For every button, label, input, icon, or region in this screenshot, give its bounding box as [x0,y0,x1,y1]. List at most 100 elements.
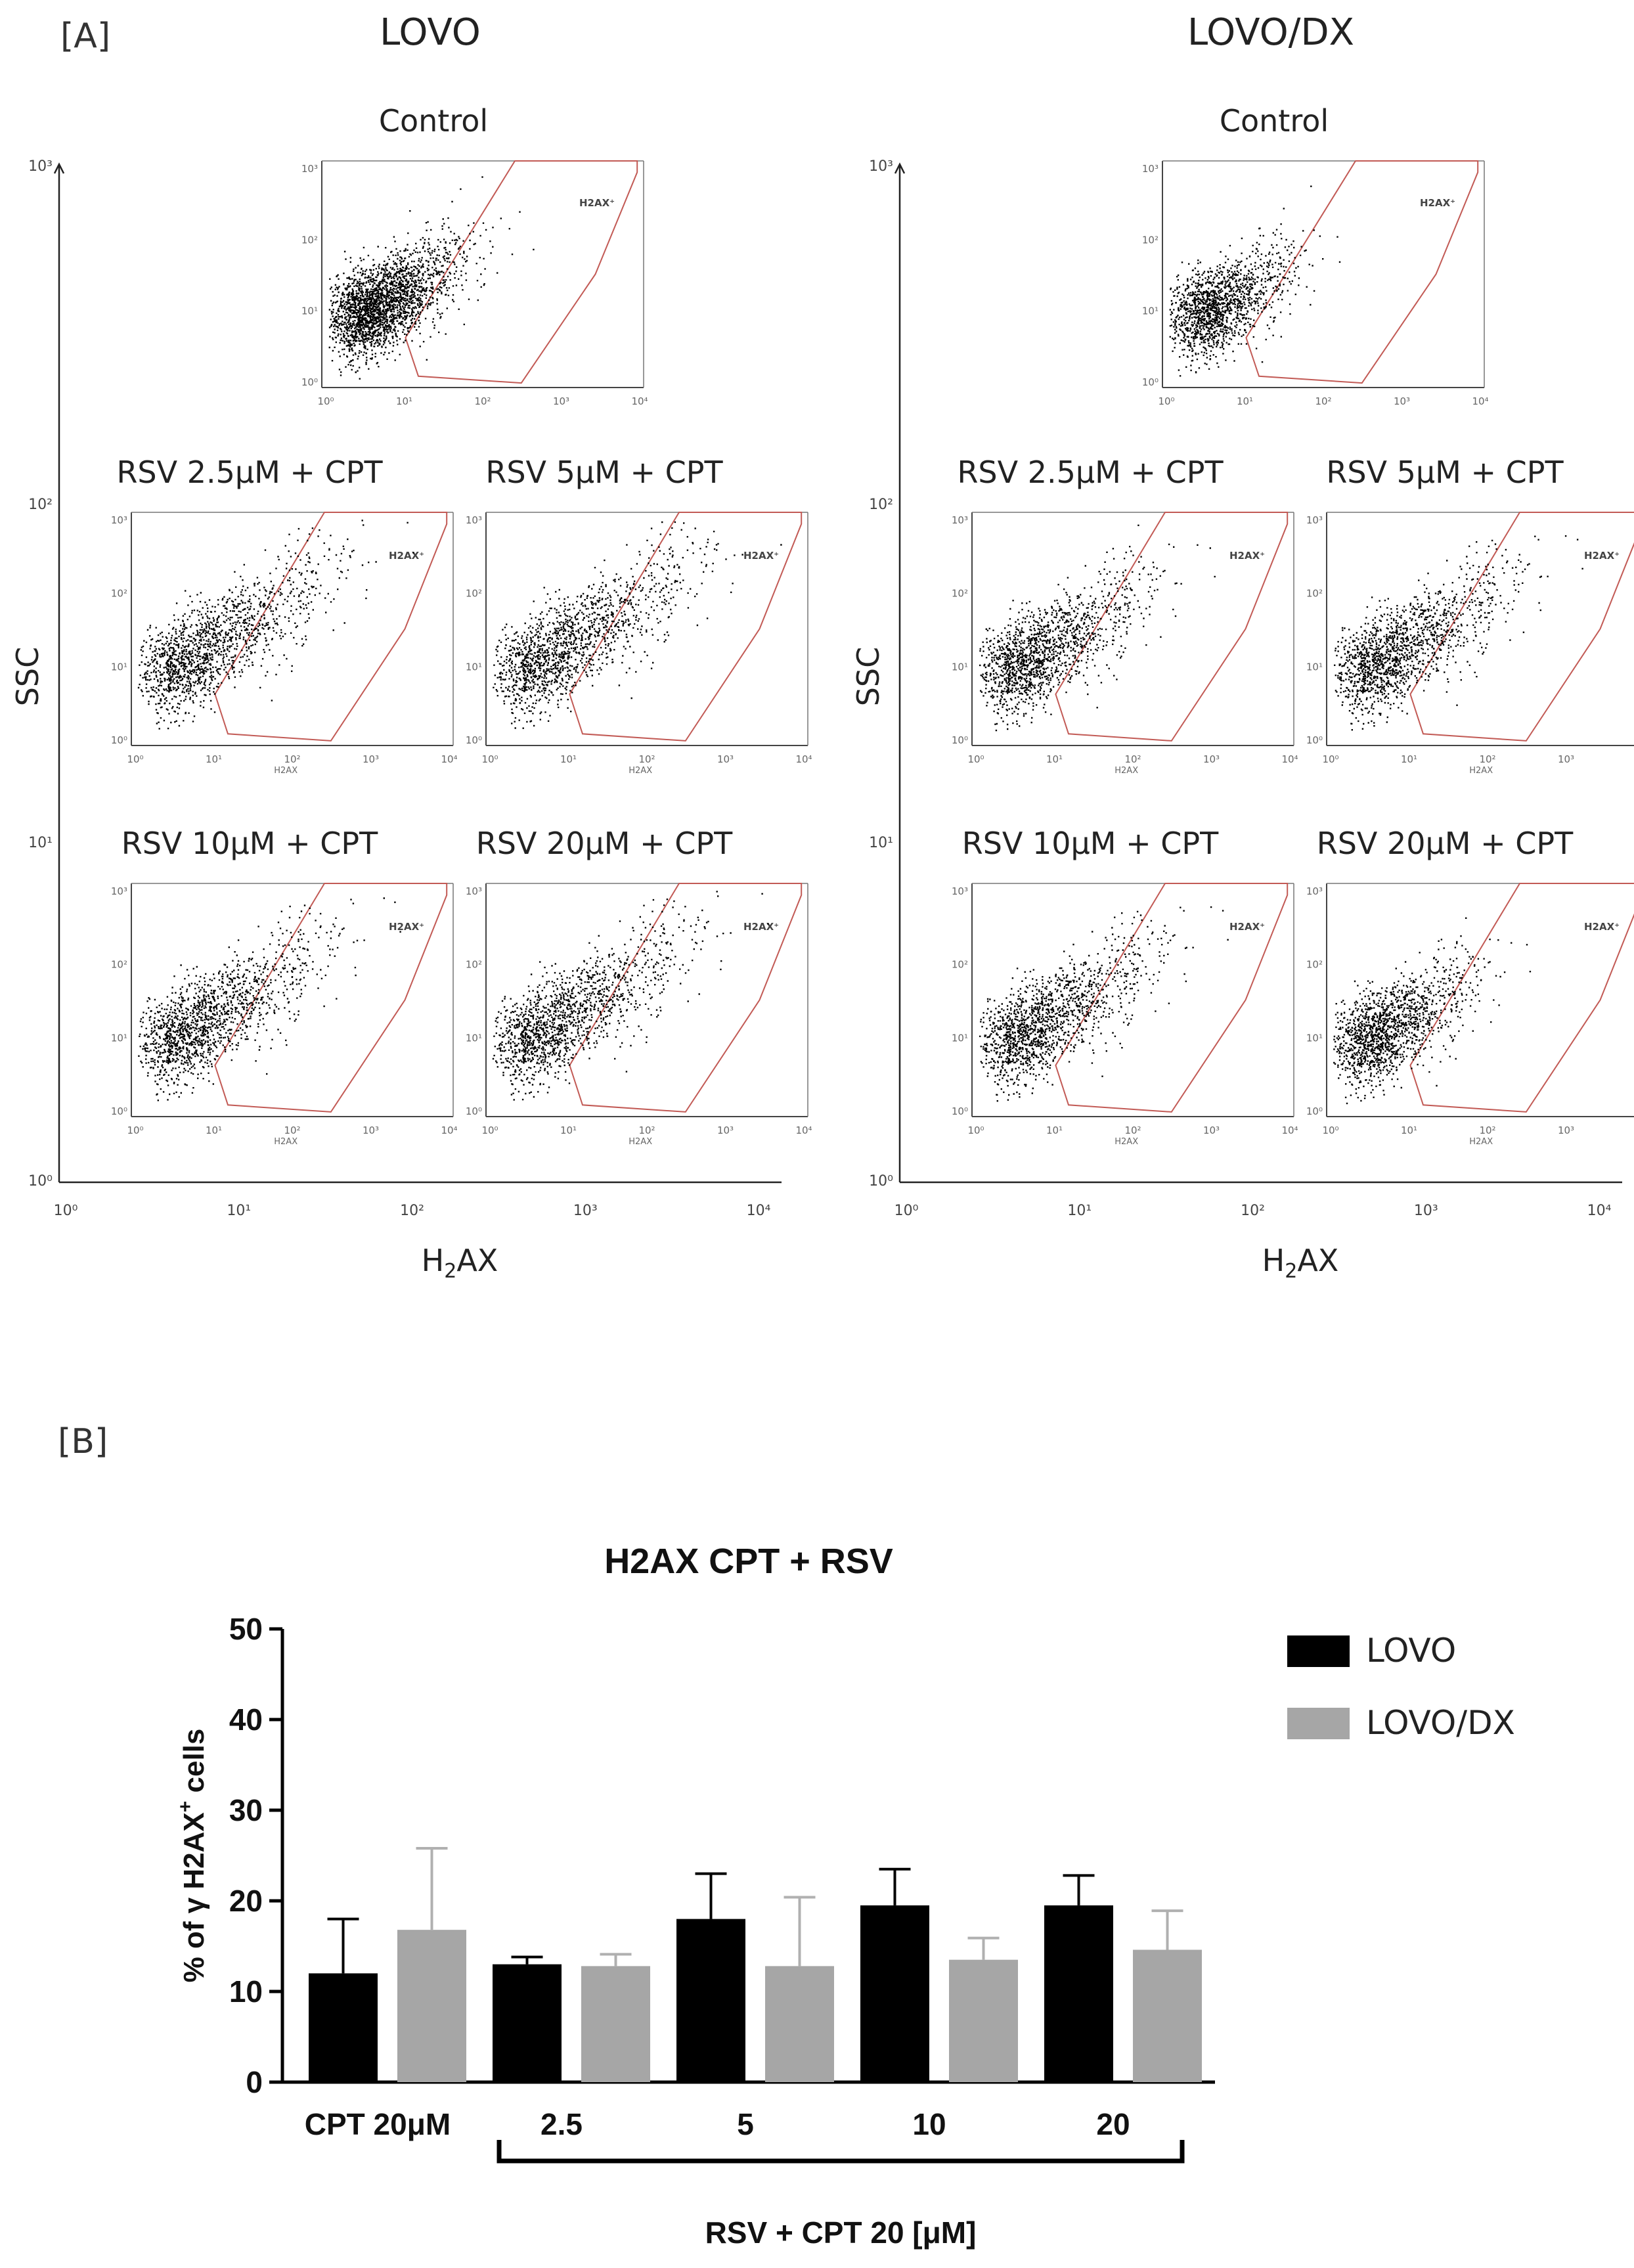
lovo-dotplot-2: 10⁰ 10¹ 10² 10³ 10⁴ 10⁰ 10¹ 10² 10³ H2AX H2AX⁺ [466,512,812,776]
lovodx-plot-title-4: RSV 20μM + CPT [1317,826,1574,861]
dotplot-x-tick: 10⁴ [631,395,648,407]
y-label-sup: + [175,1801,196,1813]
dotplot-y-tick: 10³ [952,514,968,526]
outer-x-label: H2AX [422,1243,498,1283]
dotplot-x-tick: 10¹ [206,1124,222,1136]
gate-label: H2AX⁺ [1229,550,1265,562]
dotplot-x-tick: 10² [284,753,300,765]
bar-lovo-4 [1044,1905,1113,2082]
dotplot-y-tick: 10² [952,588,968,600]
dotplot-y-tick: 10² [1306,959,1323,971]
dotplot-y-tick: 10⁰ [1142,376,1159,388]
dotplot-y-tick: 10³ [1306,514,1323,526]
dotplot-y-tick: 10⁰ [111,734,127,746]
dotplot-y-tick: 10³ [111,514,127,526]
dotplot-x-tick: 10³ [1394,395,1410,407]
lovo-dotplot-4: 10⁰ 10¹ 10² 10³ 10⁴ 10⁰ 10¹ 10² 10³ H2AX H2AX⁺ [466,883,812,1147]
x-tick-label: 20 [1096,2107,1130,2141]
dotplot-y-tick: 10¹ [301,305,318,317]
dotplot-y-tick: 10¹ [111,1032,127,1044]
lovo-title: LOVO [380,11,481,54]
dotplot-y-tick: 10³ [952,885,968,897]
h2ax-bar-chart: H2AX CPT + RSV 0 10 20 30 40 50 % of γ H2AX+ ce… [175,1542,1515,2250]
legend-swatch-0 [1287,1635,1350,1667]
lovo-dotplot-3: 10⁰ 10¹ 10² 10³ 10⁴ 10⁰ 10¹ 10² 10³ H2AX H2AX⁺ [111,883,458,1147]
dotplot-y-tick: 10¹ [1306,661,1323,673]
dotplot-x-tick: 10⁰ [481,753,498,765]
outer-y-arrow [53,162,65,174]
h2ax-gate [1055,883,1289,1113]
h2ax-gate [569,883,803,1113]
dotplot-x-label: H2AX [1115,766,1138,776]
event-cloud [1334,535,1583,731]
dotplot-x-tick: 10³ [363,1124,379,1136]
gate-label: H2AX⁺ [389,550,424,562]
event-dots [979,524,1216,732]
dotplot-y-tick: 10⁰ [466,734,482,746]
h2ax-gate [1055,512,1289,742]
dotplot-y-tick: 10¹ [1142,305,1159,317]
dotplot-x-label: H2AX [629,766,652,776]
bar-lovo-1 [493,1964,562,2082]
event-dots [492,891,769,1101]
outer-x-tick: 10⁰ [894,1203,919,1219]
dotplot-x-tick: 10¹ [560,753,577,765]
dotplot-y-tick: 10² [466,588,482,600]
dotplot-x-tick: 10⁴ [441,753,457,765]
event-dots [979,906,1229,1102]
h2ax-gate [214,512,448,742]
outer-y-tick: 10¹ [28,835,53,851]
dotplot-x-label: H2AX [1115,1137,1138,1147]
x-label-sub: 2 [1285,1260,1297,1283]
dotplot-x-tick: 10³ [1558,753,1574,765]
dotplot-y-tick: 10¹ [111,661,127,673]
event-cloud [979,906,1229,1102]
dotplot-y-tick: 10⁰ [301,376,318,388]
outer-y-tick: 10² [869,497,893,513]
dotplot-x-tick: 10⁰ [967,753,984,765]
dotplot-y-tick: 10² [1142,234,1159,246]
legend-label-0: LOVO [1366,1632,1456,1670]
event-cloud [1169,185,1341,377]
dotplot-x-tick: 10¹ [560,1124,577,1136]
event-cloud [492,891,769,1101]
chart-title: H2AX CPT + RSV [604,1542,893,1581]
dotplot-x-tick: 10³ [717,1124,734,1136]
outer-x-tick: 10⁴ [1587,1203,1612,1219]
bracket-label: RSV + CPT 20 [μM] [705,2215,977,2250]
outer-x-tick: 10² [400,1203,424,1219]
dotplot-x-tick: 10³ [553,395,569,407]
outer-y-label: SSC [850,647,886,707]
dotplot-y-tick: 10² [952,959,968,971]
y-tick-label: 30 [229,1793,263,1827]
dotplot-x-tick: 10² [284,1124,300,1136]
event-cloud [979,524,1216,732]
lovo-plot-title-1: RSV 2.5μM + CPT [116,455,383,490]
dotplot-y-tick: 10¹ [952,661,968,673]
x-label-main: H [422,1243,445,1278]
dotplot-x-label: H2AX [1469,766,1493,776]
outer-x-tick: 10³ [1414,1203,1438,1219]
x-tick-label: 5 [737,2107,754,2141]
outer-y-tick: 10² [28,497,53,513]
event-cloud [138,897,401,1101]
lovodx-plot-title-0: Control [1220,103,1329,139]
dotplot-y-tick: 10⁰ [952,1105,968,1117]
dotplot-y-tick: 10³ [466,514,482,526]
outer-y-tick: 10³ [869,158,893,175]
x-label-tail: AX [1297,1243,1338,1278]
gate-label: H2AX⁺ [579,197,615,209]
dotplot-x-tick: 10¹ [396,395,412,407]
x-tick-label: 2.5 [541,2107,583,2141]
dotplot-x-tick: 10¹ [1046,1124,1063,1136]
dotplot-y-tick: 10⁰ [1306,1105,1323,1117]
panel-a-label: [A] [60,16,110,56]
outer-y-tick: 10⁰ [869,1173,893,1190]
lovodx-plot-title-3: RSV 10μM + CPT [962,826,1219,861]
bar-lovo-0 [309,1973,378,2082]
gate-label: H2AX⁺ [1584,921,1620,933]
event-dots [1334,535,1583,731]
gate-label: H2AX⁺ [1420,197,1455,209]
